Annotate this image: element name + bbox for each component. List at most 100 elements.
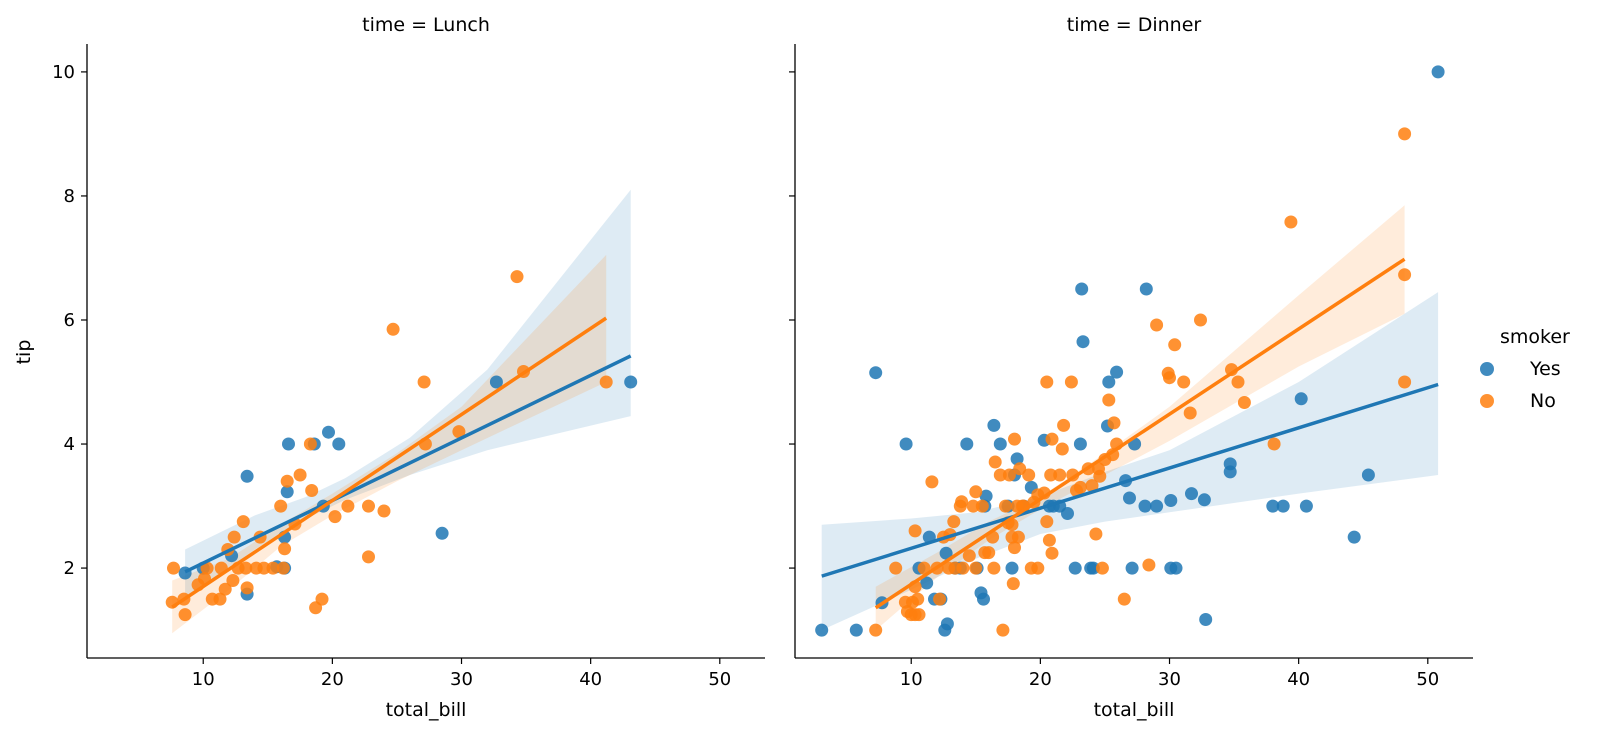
point-yes	[993, 437, 1007, 451]
point-no	[1168, 338, 1182, 352]
point-no	[1057, 418, 1071, 432]
point-yes	[240, 469, 254, 483]
point-no	[1031, 561, 1045, 575]
point-no	[988, 455, 1002, 469]
point-no	[417, 375, 431, 389]
point-yes	[1110, 365, 1124, 379]
point-no	[956, 561, 970, 575]
point-no	[1093, 469, 1107, 483]
point-yes	[1102, 375, 1116, 389]
point-no	[1237, 396, 1251, 409]
point-yes	[1169, 561, 1183, 575]
point-no	[947, 515, 961, 529]
point-no	[1398, 268, 1412, 282]
point-yes	[1299, 499, 1313, 513]
point-no	[1231, 375, 1245, 389]
point-no	[1183, 406, 1197, 420]
point-no	[1107, 416, 1121, 430]
point-no	[1163, 371, 1176, 385]
point-no	[1008, 541, 1021, 555]
point-yes	[1068, 561, 1082, 575]
point-no	[889, 561, 903, 575]
point-no	[1040, 375, 1054, 389]
y-tick-label: 10	[52, 62, 75, 83]
point-no	[328, 510, 342, 524]
point-no	[912, 608, 926, 622]
point-no	[1177, 375, 1191, 389]
regression-line-no	[874, 257, 1406, 610]
regression-line-yes	[184, 354, 632, 574]
panel-dinner: time = Dinner 10 20 30 40 50 total_bill	[789, 14, 1473, 721]
x-tick-label: 40	[1287, 669, 1310, 690]
point-yes	[280, 485, 294, 499]
panel-title: time = Dinner	[1067, 14, 1202, 36]
point-yes	[1125, 561, 1139, 575]
point-no	[962, 549, 976, 563]
point-no	[386, 322, 400, 336]
point-yes	[1199, 613, 1213, 626]
point-no	[226, 574, 240, 587]
point-no	[218, 582, 232, 596]
point-no	[908, 524, 922, 538]
point-yes	[624, 375, 638, 389]
point-no	[1095, 561, 1109, 575]
point-yes	[1431, 65, 1445, 79]
point-no	[1011, 530, 1025, 544]
y-tick-label: 2	[64, 558, 75, 579]
point-yes	[1276, 499, 1290, 513]
point-yes	[322, 425, 335, 439]
point-yes	[1164, 494, 1178, 507]
y-tick-label: 6	[64, 310, 75, 331]
point-no	[1150, 318, 1164, 332]
point-no	[917, 561, 931, 575]
point-no	[1002, 468, 1016, 482]
point-no	[1040, 515, 1054, 529]
point-no	[227, 530, 241, 544]
point-no	[599, 375, 613, 389]
point-yes	[1076, 335, 1090, 349]
point-yes	[1010, 452, 1024, 466]
x-axis-label: total_bill	[1094, 699, 1175, 721]
point-yes	[940, 617, 954, 631]
point-no	[996, 623, 1010, 637]
y-axis-label: tip	[13, 340, 35, 365]
point-no	[1085, 479, 1099, 493]
point-no	[969, 485, 983, 499]
point-no	[1044, 468, 1058, 482]
point-no	[869, 623, 883, 637]
regression-line-no	[171, 316, 608, 609]
point-yes	[979, 489, 993, 503]
point-no	[239, 561, 253, 575]
point-no	[975, 499, 989, 513]
point-yes	[939, 546, 953, 560]
x-tick-label: 20	[1029, 669, 1052, 690]
point-no	[303, 437, 317, 451]
point-yes	[1123, 491, 1136, 505]
point-no	[362, 550, 375, 564]
point-no	[293, 468, 307, 482]
point-no	[274, 499, 288, 513]
point-yes	[960, 437, 974, 451]
x-tick-label: 10	[192, 669, 215, 690]
point-no	[1194, 313, 1207, 327]
point-no	[1284, 215, 1298, 229]
point-no	[266, 561, 280, 575]
x-tick-label: 50	[1416, 669, 1439, 690]
point-no	[993, 468, 1007, 482]
point-no	[276, 561, 290, 575]
x-axis-label: total_bill	[386, 699, 467, 721]
point-no	[1045, 432, 1059, 446]
legend-label-yes: Yes	[1529, 358, 1561, 380]
panel-lunch: time = Lunch 10 20 30 40 50 2 4 6 8 10 total_bill	[52, 14, 765, 721]
point-no	[982, 546, 996, 560]
point-no	[200, 561, 214, 575]
point-no	[341, 499, 355, 513]
point-no	[969, 561, 983, 575]
point-yes	[1185, 487, 1198, 501]
point-yes	[977, 592, 990, 606]
point-no	[213, 592, 227, 606]
point-no	[911, 592, 925, 606]
y-tick-label: 8	[64, 186, 75, 207]
point-yes	[489, 375, 503, 389]
